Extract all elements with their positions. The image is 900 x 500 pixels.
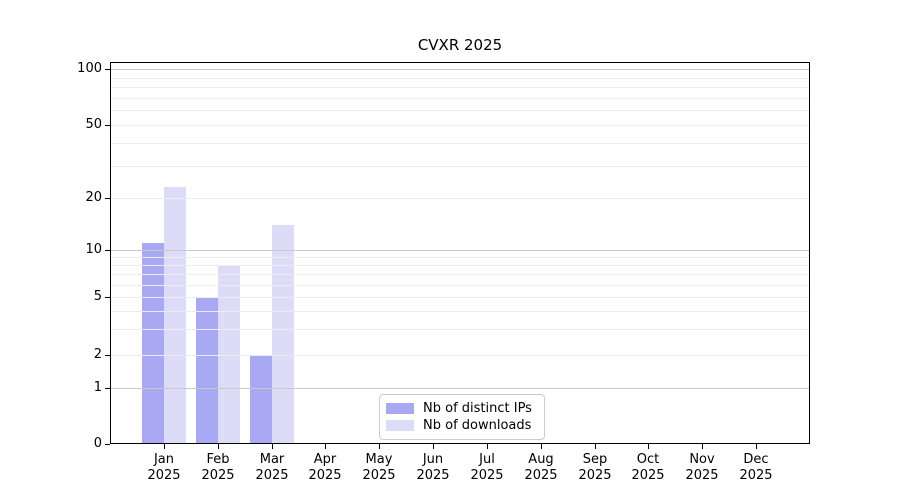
x-tick-label: Dec 2025	[726, 452, 786, 484]
x-tick-label: Apr 2025	[295, 452, 355, 484]
x-tick-year: 2025	[201, 468, 235, 483]
gridline-major	[111, 250, 809, 251]
x-tick	[541, 444, 542, 449]
legend-entry: Nb of downloads	[386, 417, 536, 434]
x-tick-label: Oct 2025	[618, 452, 678, 484]
bar-feb-downloads	[218, 265, 240, 444]
x-tick	[595, 444, 596, 449]
gridline-minor	[111, 166, 809, 167]
x-tick-label: Feb 2025	[188, 452, 248, 484]
legend-label: Nb of downloads	[423, 418, 532, 433]
y-tick	[105, 198, 110, 199]
x-tick	[433, 444, 434, 449]
x-tick-label: Jan 2025	[134, 452, 194, 484]
x-tick-year: 2025	[255, 468, 289, 483]
y-tick-label: 2	[93, 347, 102, 362]
x-tick	[272, 444, 273, 449]
bar-feb-ips	[196, 297, 218, 444]
gridline-major	[111, 69, 809, 70]
y-tick-label: 50	[85, 117, 102, 132]
x-tick-year: 2025	[470, 468, 504, 483]
chart-title: CVXR 2025	[417, 36, 503, 54]
y-tick-label: 1	[93, 380, 102, 395]
x-tick-year: 2025	[308, 468, 342, 483]
x-tick-year: 2025	[578, 468, 612, 483]
gridline-minor	[111, 125, 809, 126]
legend-swatch	[386, 420, 414, 431]
legend-entry: Nb of distinct IPs	[386, 400, 536, 417]
gridline-minor	[111, 87, 809, 88]
y-tick	[105, 297, 110, 298]
x-tick-label: May 2025	[349, 452, 409, 484]
gridline-minor	[111, 198, 809, 199]
legend-swatch	[386, 403, 414, 414]
x-tick	[702, 444, 703, 449]
y-tick	[105, 388, 110, 389]
y-tick-label: 20	[85, 190, 102, 205]
y-tick	[105, 250, 110, 251]
x-tick-label: Jun 2025	[403, 452, 463, 484]
bar-jan-downloads	[164, 187, 186, 444]
x-tick	[756, 444, 757, 449]
gridline-minor	[111, 257, 809, 258]
x-tick-year: 2025	[362, 468, 396, 483]
y-tick-label: 0	[93, 436, 102, 451]
x-tick	[379, 444, 380, 449]
x-tick	[164, 444, 165, 449]
gridline-minor	[111, 265, 809, 266]
bar-jan-ips	[142, 243, 164, 444]
gridline-minor	[111, 355, 809, 356]
x-tick-label: Aug 2025	[511, 452, 571, 484]
legend: Nb of distinct IPs Nb of downloads	[379, 394, 545, 440]
gridline-minor	[111, 143, 809, 144]
gridline-minor	[111, 297, 809, 298]
x-tick	[648, 444, 649, 449]
x-tick-label: Sep 2025	[565, 452, 625, 484]
bar-mar-downloads	[272, 225, 294, 444]
x-tick-label: Nov 2025	[672, 452, 732, 484]
x-tick-year: 2025	[739, 468, 773, 483]
y-tick-label: 5	[93, 289, 102, 304]
x-tick-year: 2025	[147, 468, 181, 483]
y-tick-label: 100	[77, 61, 102, 76]
bar-mar-ips	[250, 355, 272, 444]
x-tick	[487, 444, 488, 449]
x-tick-label: Jul 2025	[457, 452, 517, 484]
y-tick	[105, 69, 110, 70]
gridline-minor	[111, 329, 809, 330]
gridline-minor	[111, 98, 809, 99]
y-tick	[105, 125, 110, 126]
x-tick-label: Mar 2025	[242, 452, 302, 484]
x-tick-year: 2025	[631, 468, 665, 483]
gridline-minor	[111, 274, 809, 275]
gridline-minor	[111, 285, 809, 286]
y-tick	[105, 355, 110, 356]
x-tick-year: 2025	[524, 468, 558, 483]
gridline-minor	[111, 311, 809, 312]
gridline-minor	[111, 78, 809, 79]
gridline-minor	[111, 110, 809, 111]
y-tick	[105, 444, 110, 445]
x-tick-year: 2025	[416, 468, 450, 483]
y-tick-label: 10	[85, 242, 102, 257]
legend-label: Nb of distinct IPs	[423, 401, 532, 416]
x-tick	[218, 444, 219, 449]
x-tick-year: 2025	[685, 468, 719, 483]
gridline-major	[111, 388, 809, 389]
x-tick	[325, 444, 326, 449]
